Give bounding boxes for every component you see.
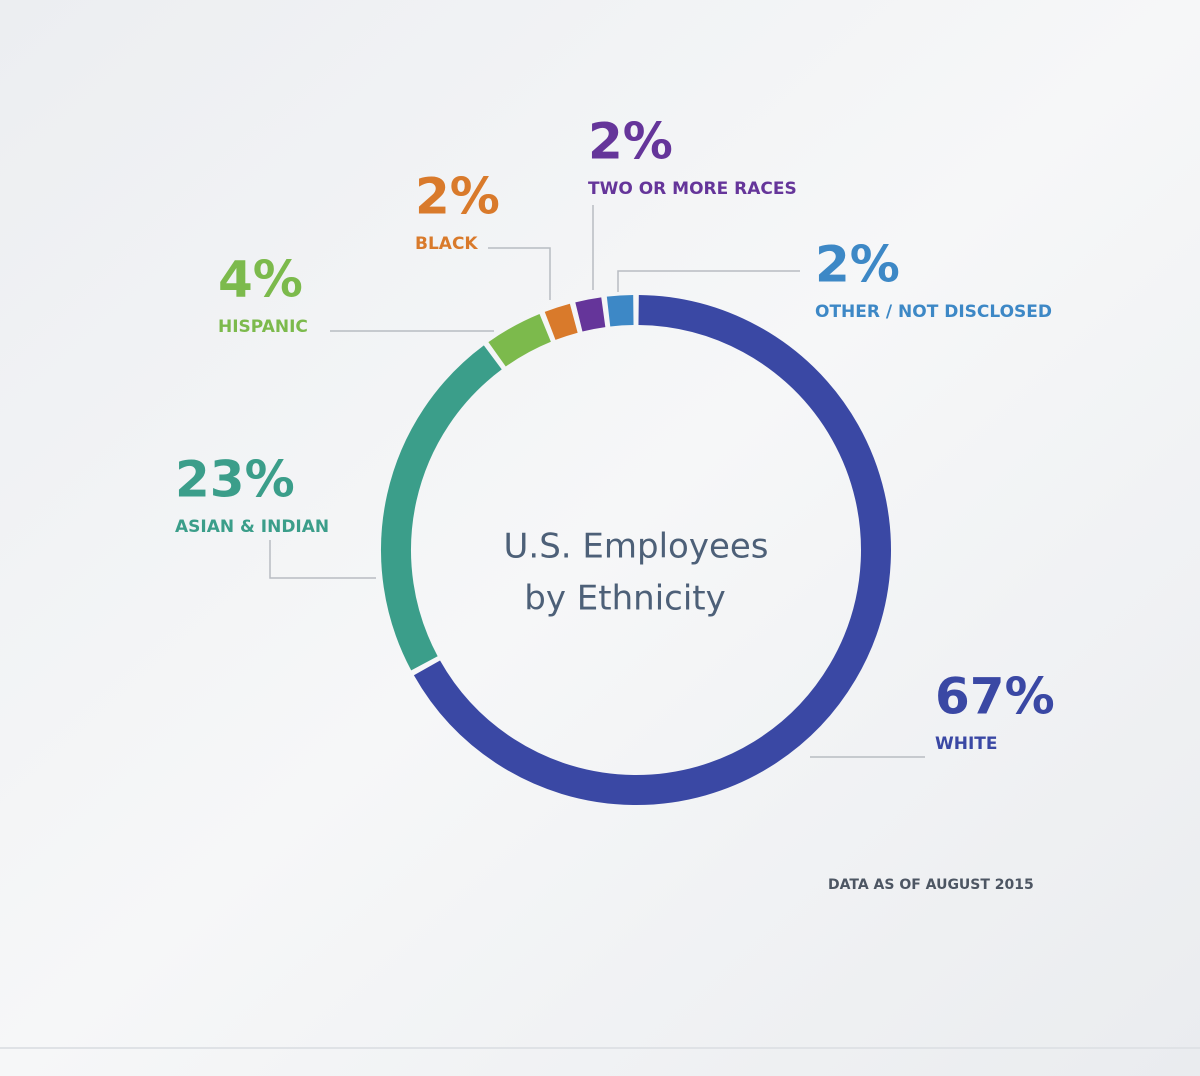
donut-segment [544,303,578,340]
leader-line [488,247,551,300]
leader-line [617,270,800,292]
chart-title: by Ethnicity [524,579,725,619]
value-label: 2% [815,236,900,294]
value-label: 67% [935,668,1055,726]
value-label: 2% [415,168,500,226]
leader-line [269,540,376,579]
category-label: HISPANIC [218,317,308,337]
category-label: BLACK [415,234,478,254]
donut-segment [488,313,552,367]
value-label: 4% [218,251,303,309]
category-label: WHITE [935,734,998,754]
category-label: OTHER / NOT DISCLOSED [815,302,1052,322]
donut-segment [413,295,891,805]
note: DATA AS OF AUGUST 2015 [828,877,1034,893]
value-label: 23% [175,451,295,509]
donut-segment [575,297,606,332]
donut-segment [606,295,634,327]
category-label: TWO OR MORE RACES [588,179,797,199]
category-label: ASIAN & INDIAN [175,517,329,537]
value-label: 2% [588,113,673,171]
donut-segment [381,345,502,671]
chart-title: U.S. Employees [504,527,769,567]
